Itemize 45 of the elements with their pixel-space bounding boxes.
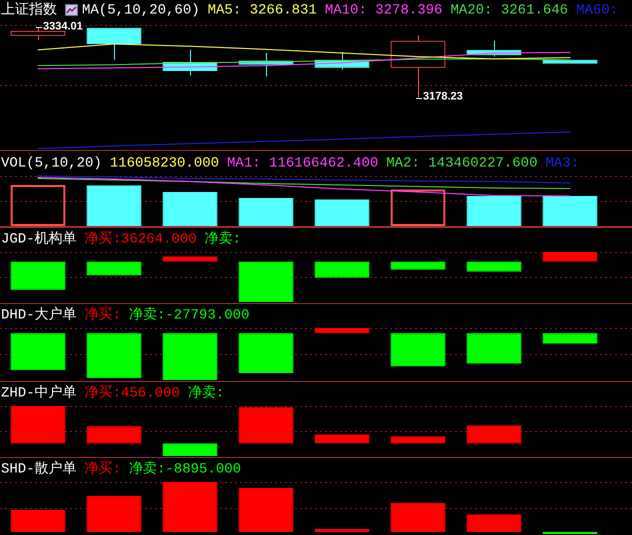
text: 净卖: [188,384,224,402]
chart-title: ZHD-中户单 [1,384,77,402]
series-label: 净买: [84,460,122,478]
bar [86,426,142,444]
chart-title: JGD-机构单 [1,230,77,248]
bar [466,425,522,444]
bar [162,192,218,226]
series-label: MA3: [545,156,580,172]
series-label: 净买:456.000 [84,384,180,402]
bar [86,496,142,532]
series-label: 净卖:-27793.000 [129,306,250,324]
chart-title: VOL(5,10,20) [1,156,102,172]
annotation: 3178.23 [423,90,463,103]
chart-subtitle: MA(5,10,20,60) [82,2,200,19]
bar [314,200,370,226]
series-label: 净买:36264.000 [84,230,197,248]
chart-title: SHD-散户单 [1,460,77,478]
text: 116058230.000 [110,156,220,172]
text: 净卖:-8895.000 [129,460,242,478]
text: MA20: 3261.646 [450,2,568,19]
series-label: MA1: 116166462.400 [227,156,378,172]
bar [10,510,66,532]
bar [162,443,218,456]
text: MA10: 3278.396 [324,2,442,19]
bar [314,434,370,444]
bar [390,436,446,444]
text: 净买: [84,306,122,324]
bar [542,196,598,226]
text: MA5: 3266.831 [208,2,317,19]
bar [238,198,294,226]
series-label: MA2: 143460227.600 [386,156,538,172]
bar [238,488,294,532]
bar [10,406,66,444]
text: MA60: [576,2,618,19]
bar [162,482,218,532]
annotation: 3334.01 [43,20,83,32]
chart-title: 上证指数 [1,2,57,19]
bar [466,514,522,532]
chart-title: DHD-大户单 [1,306,77,324]
bar [238,407,294,444]
series-label: 净卖: [204,230,242,248]
bar [86,186,142,226]
candlestick [86,28,142,60]
bar [466,196,522,226]
bar [390,503,446,532]
